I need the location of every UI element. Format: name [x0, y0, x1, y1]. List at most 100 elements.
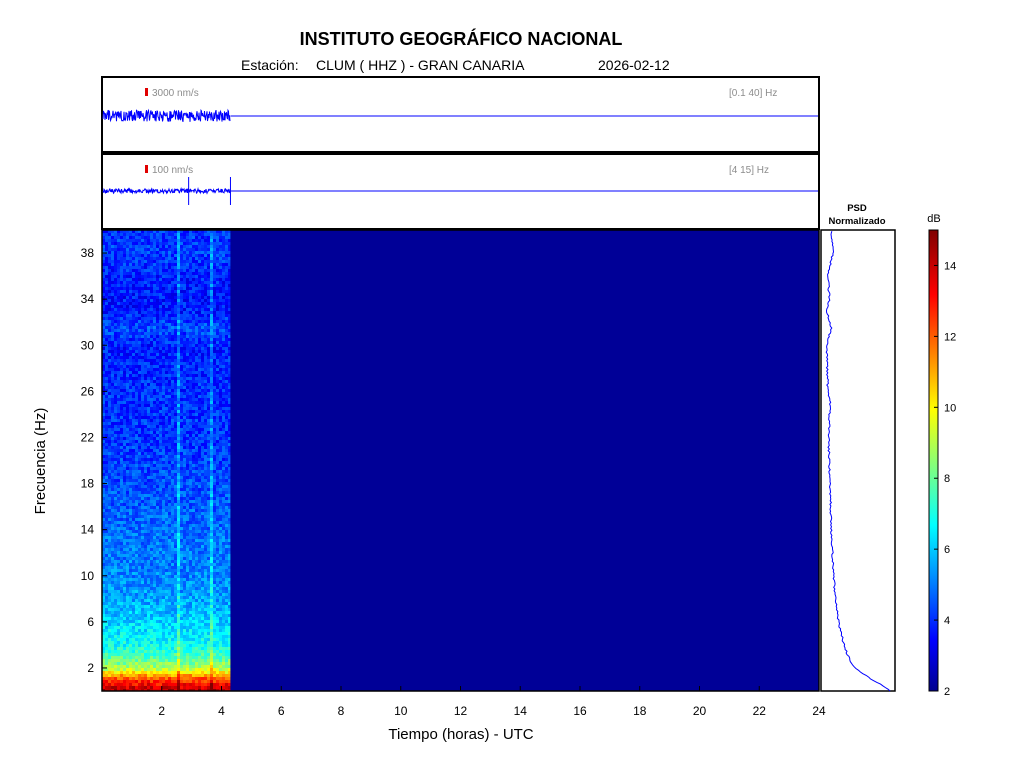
spectrogram-cell [111, 434, 114, 437]
spectrogram-cell [195, 251, 198, 254]
spectrogram-cell [159, 527, 162, 530]
spectrogram-cell [102, 506, 105, 509]
spectrogram-cell [168, 467, 171, 470]
spectrogram-cell [102, 521, 105, 524]
spectrogram-cell [105, 398, 108, 401]
spectrogram-cell [219, 566, 222, 569]
spectrogram-cell [102, 371, 105, 374]
spectrogram-cell [168, 443, 171, 446]
spectrogram-cell [153, 572, 156, 575]
spectrogram-cell [210, 452, 213, 455]
spectrogram-cell [147, 527, 150, 530]
spectrogram-cell [162, 485, 165, 488]
spectrogram-cell [216, 368, 219, 371]
spectrogram-cell [123, 296, 126, 299]
spectrogram-cell [159, 461, 162, 464]
spectrogram-cell [177, 350, 180, 353]
spectrogram-cell [180, 230, 183, 233]
spectrogram-cell [117, 536, 120, 539]
spectrogram-cell [147, 377, 150, 380]
spectrogram-cell [159, 314, 162, 317]
spectrogram-cell [192, 545, 195, 548]
spectrogram-cell [189, 515, 192, 518]
spectrogram-cell [114, 278, 117, 281]
spectrogram-cell [126, 374, 129, 377]
spectrogram-cell [216, 482, 219, 485]
spectrogram-cell [177, 548, 180, 551]
spectrogram-cell [228, 479, 231, 482]
spectrogram-cell [228, 257, 231, 260]
spectrogram-cell [150, 482, 153, 485]
spectrogram-cell [150, 242, 153, 245]
spectrogram-cell [207, 281, 210, 284]
spectrogram-cell [108, 308, 111, 311]
spectrogram-cell [150, 272, 153, 275]
spectrogram-cell [126, 338, 129, 341]
spectrogram-cell [186, 509, 189, 512]
spectrogram-cell [111, 329, 114, 332]
spectrogram-cell [135, 500, 138, 503]
spectrogram-cell [168, 554, 171, 557]
spectrogram-cell [159, 536, 162, 539]
spectrogram-cell [207, 452, 210, 455]
spectrogram-cell [153, 416, 156, 419]
spectrogram-cell [222, 470, 225, 473]
spectrogram-cell [129, 356, 132, 359]
spectrogram-cell [210, 317, 213, 320]
spectrogram-cell [174, 335, 177, 338]
spectrogram-cell [153, 389, 156, 392]
spectrogram-cell [102, 305, 105, 308]
spectrogram-cell [216, 527, 219, 530]
spectrogram-cell [156, 422, 159, 425]
spectrogram-cell [147, 536, 150, 539]
spectrogram-cell [135, 443, 138, 446]
spectrogram-cell [162, 404, 165, 407]
spectrogram-cell [123, 392, 126, 395]
spectrogram-cell [162, 554, 165, 557]
spectrogram-cell [141, 269, 144, 272]
spectrogram-cell [177, 482, 180, 485]
spectrogram-cell [177, 386, 180, 389]
spectrogram-cell [111, 275, 114, 278]
seismogram-noise-trace [102, 186, 231, 195]
spectrogram-cell [189, 335, 192, 338]
spectrogram-cell [213, 479, 216, 482]
spectrogram-cell [141, 353, 144, 356]
spectrogram-cell [123, 257, 126, 260]
spectrogram-cell [156, 341, 159, 344]
spectrogram-cell [186, 554, 189, 557]
spectrogram-cell [162, 401, 165, 404]
spectrogram-cell [105, 242, 108, 245]
spectrogram-cell [210, 440, 213, 443]
spectrogram-cell [144, 254, 147, 257]
spectrogram-cell [222, 368, 225, 371]
spectrogram-cell [135, 416, 138, 419]
spectrogram-cell [114, 557, 117, 560]
spectrogram-cell [159, 365, 162, 368]
spectrogram-cell [165, 269, 168, 272]
spectrogram-cell [123, 419, 126, 422]
spectrogram-cell [228, 425, 231, 428]
spectrogram-cell [126, 455, 129, 458]
spectrogram-cell [132, 452, 135, 455]
spectrogram-cell [204, 428, 207, 431]
spectrogram-cell [186, 266, 189, 269]
spectrogram-cell [108, 266, 111, 269]
spectrogram-cell [204, 452, 207, 455]
spectrogram-cell [120, 497, 123, 500]
spectrogram-cell [225, 473, 228, 476]
spectrogram-cell [168, 464, 171, 467]
spectrogram-cell [198, 416, 201, 419]
spectrogram-cell [141, 344, 144, 347]
spectrogram-cell [117, 359, 120, 362]
spectrogram-cell [141, 347, 144, 350]
spectrogram-cell [144, 368, 147, 371]
spectrogram-cell [153, 281, 156, 284]
spectrogram-cell [156, 287, 159, 290]
spectrogram-cell [210, 407, 213, 410]
spectrogram-cell [135, 311, 138, 314]
spectrogram-cell [111, 245, 114, 248]
spectrogram-cell [141, 362, 144, 365]
spectrogram-cell [201, 239, 204, 242]
spectrogram-cell [144, 563, 147, 566]
